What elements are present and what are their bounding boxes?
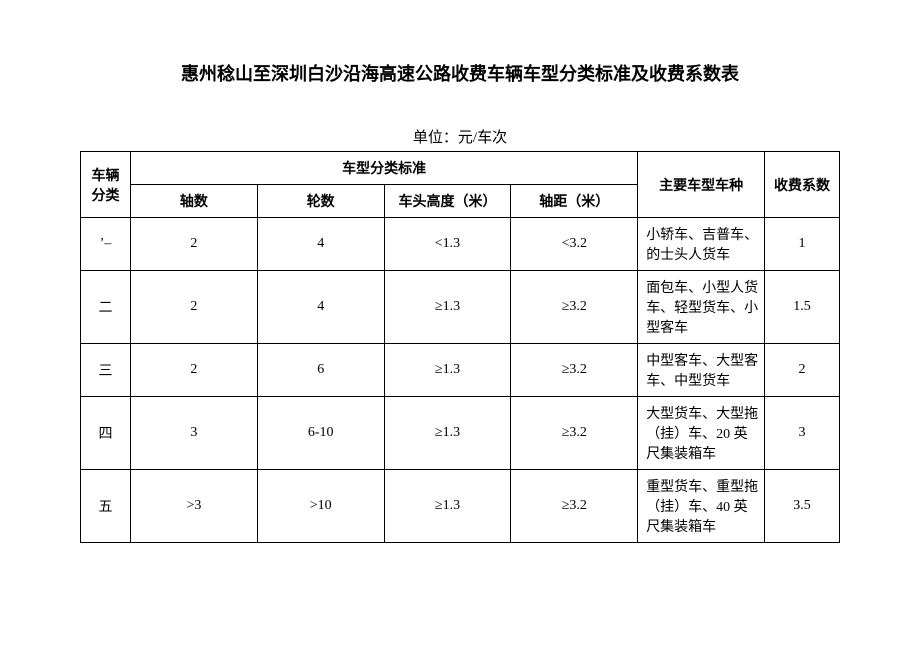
cell-dist: ≥3.2	[511, 271, 638, 344]
header-coefficient: 收费系数	[765, 152, 840, 218]
cell-dist: ≥3.2	[511, 397, 638, 470]
cell-axle: 2	[131, 344, 258, 397]
cell-category: 四	[81, 397, 131, 470]
cell-type: 大型货车、大型拖（挂）车、20 英尺集装箱车	[638, 397, 765, 470]
header-wheelbase: 轴距（米）	[511, 185, 638, 218]
header-axle-count: 轴数	[131, 185, 258, 218]
header-classification-group: 车型分类标准	[131, 152, 638, 185]
cell-wheel: 6-10	[257, 397, 384, 470]
header-wheel-count: 轮数	[257, 185, 384, 218]
cell-category: ’–	[81, 218, 131, 271]
cell-dist: ≥3.2	[511, 344, 638, 397]
cell-type: 面包车、小型人货车、轻型货车、小型客车	[638, 271, 765, 344]
table-row: 四 3 6-10 ≥1.3 ≥3.2 大型货车、大型拖（挂）车、20 英尺集装箱…	[81, 397, 840, 470]
cell-height: <1.3	[384, 218, 511, 271]
cell-category: 五	[81, 470, 131, 543]
table-row: 三 2 6 ≥1.3 ≥3.2 中型客车、大型客车、中型货车 2	[81, 344, 840, 397]
cell-type: 中型客车、大型客车、中型货车	[638, 344, 765, 397]
cell-axle: 3	[131, 397, 258, 470]
cell-height: ≥1.3	[384, 271, 511, 344]
header-category: 车辆分类	[81, 152, 131, 218]
table-row: 二 2 4 ≥1.3 ≥3.2 面包车、小型人货车、轻型货车、小型客车 1.5	[81, 271, 840, 344]
cell-wheel: 4	[257, 218, 384, 271]
classification-table: 车辆分类 车型分类标准 主要车型车种 收费系数 轴数 轮数 车头高度（米） 轴距…	[80, 151, 840, 543]
unit-label: 单位：元/车次	[80, 126, 840, 147]
cell-coef: 1.5	[765, 271, 840, 344]
header-head-height: 车头高度（米）	[384, 185, 511, 218]
cell-axle: 2	[131, 218, 258, 271]
cell-height: ≥1.3	[384, 344, 511, 397]
cell-wheel: 4	[257, 271, 384, 344]
cell-height: ≥1.3	[384, 397, 511, 470]
cell-height: ≥1.3	[384, 470, 511, 543]
cell-coef: 2	[765, 344, 840, 397]
cell-coef: 3	[765, 397, 840, 470]
cell-category: 二	[81, 271, 131, 344]
table-row: 五 >3 >10 ≥1.3 ≥3.2 重型货车、重型拖（挂）车、40 英尺集装箱…	[81, 470, 840, 543]
cell-axle: >3	[131, 470, 258, 543]
cell-dist: ≥3.2	[511, 470, 638, 543]
cell-axle: 2	[131, 271, 258, 344]
cell-type: 小轿车、吉普车、的士头人货车	[638, 218, 765, 271]
cell-coef: 1	[765, 218, 840, 271]
header-main-types: 主要车型车种	[638, 152, 765, 218]
cell-wheel: >10	[257, 470, 384, 543]
cell-category: 三	[81, 344, 131, 397]
cell-dist: <3.2	[511, 218, 638, 271]
document-title: 惠州稔山至深圳白沙沿海高速公路收费车辆车型分类标准及收费系数表	[80, 60, 840, 86]
table-row: ’– 2 4 <1.3 <3.2 小轿车、吉普车、的士头人货车 1	[81, 218, 840, 271]
cell-coef: 3.5	[765, 470, 840, 543]
cell-wheel: 6	[257, 344, 384, 397]
cell-type: 重型货车、重型拖（挂）车、40 英尺集装箱车	[638, 470, 765, 543]
table-body: ’– 2 4 <1.3 <3.2 小轿车、吉普车、的士头人货车 1 二 2 4 …	[81, 218, 840, 543]
